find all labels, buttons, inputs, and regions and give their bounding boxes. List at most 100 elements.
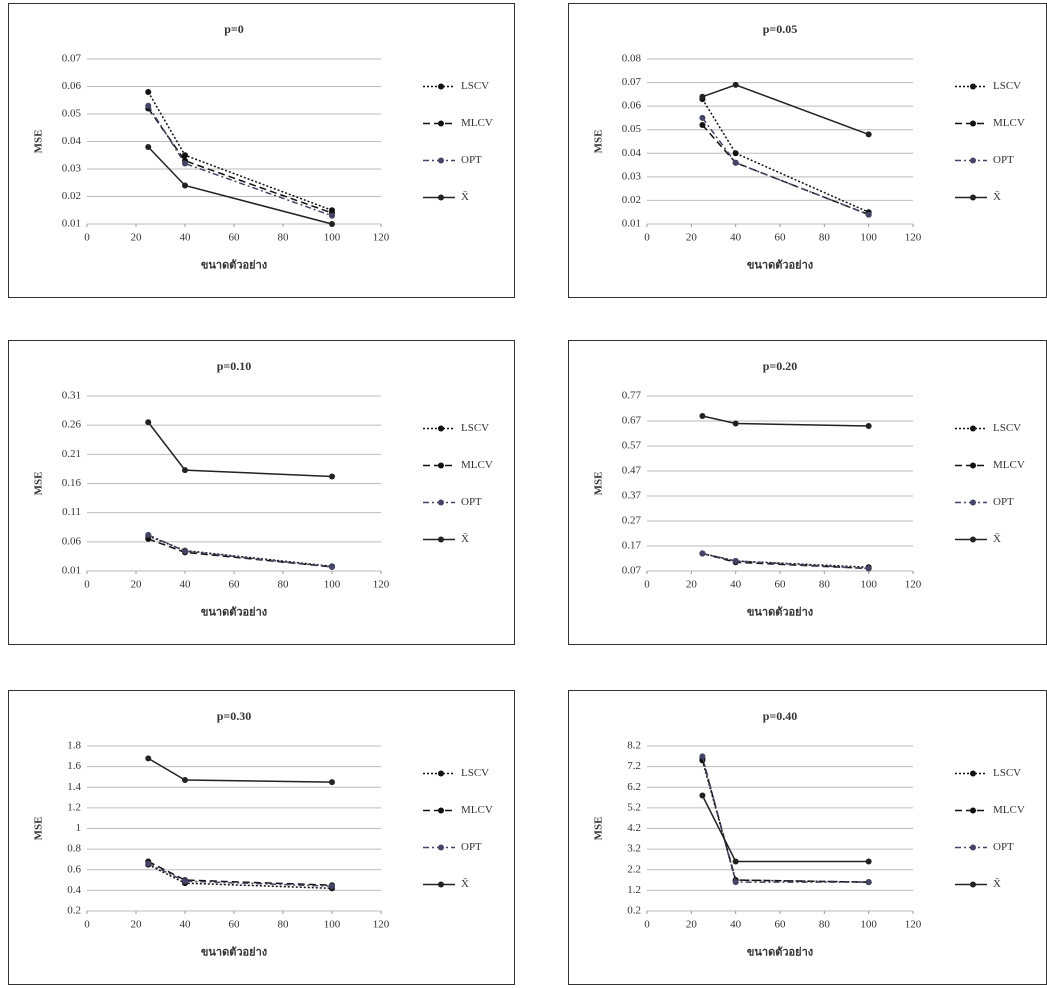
- chart-panel: p=0.30MSEขนาดตัวอย่าง0.20.40.60.811.21.4…: [8, 690, 515, 985]
- y-axis-label: MSE: [593, 472, 605, 496]
- x-tick-label: 20: [686, 579, 698, 591]
- x-tick-label: 120: [373, 232, 390, 244]
- legend-label: LSCV: [993, 767, 1021, 779]
- data-point: [699, 753, 705, 759]
- series-line: [148, 92, 332, 210]
- data-point: [699, 122, 705, 128]
- y-tick-label: 3.2: [627, 843, 641, 855]
- legend-label: MLCV: [993, 117, 1025, 129]
- legend-label: MLCV: [461, 459, 493, 471]
- series-line: [148, 864, 332, 887]
- y-tick-label: 0.06: [622, 100, 642, 112]
- data-point: [329, 779, 335, 785]
- y-tick-label: 0.26: [62, 419, 82, 431]
- legend-marker: [438, 845, 444, 851]
- series-line: [702, 85, 868, 135]
- legend-marker: [438, 158, 444, 164]
- legend-label: X̄: [993, 191, 1001, 203]
- legend-label: LSCV: [993, 80, 1021, 92]
- x-tick-label: 60: [229, 579, 241, 591]
- x-tick-label: 80: [819, 232, 831, 244]
- legend-label: LSCV: [993, 422, 1021, 434]
- series-line: [148, 535, 332, 567]
- y-tick-label: 0.31: [62, 390, 81, 402]
- y-tick-label: 0.17: [622, 540, 642, 552]
- x-tick-label: 60: [229, 919, 241, 931]
- data-point: [329, 883, 335, 889]
- chart-title: p=0.20: [763, 359, 798, 373]
- series-line: [148, 147, 332, 224]
- chart: p=0.05MSEขนาดตัวอย่าง0.010.020.030.040.0…: [569, 4, 1045, 296]
- data-point: [866, 566, 872, 572]
- legend-label: MLCV: [993, 804, 1025, 816]
- x-axis-label: ขนาดตัวอย่าง: [747, 259, 813, 272]
- y-tick-label: 1.2: [67, 801, 81, 813]
- series-line: [148, 109, 332, 214]
- data-point: [733, 558, 739, 564]
- legend-marker: [438, 771, 444, 777]
- y-tick-label: 0.02: [62, 190, 81, 202]
- series-line: [148, 862, 332, 886]
- x-tick-label: 20: [686, 919, 698, 931]
- series-line: [702, 554, 868, 569]
- chart-title: p=0.40: [763, 709, 798, 723]
- x-tick-label: 0: [644, 579, 650, 591]
- y-tick-label: 0.02: [622, 194, 641, 206]
- x-tick-label: 40: [730, 919, 742, 931]
- y-tick-label: 0.01: [62, 565, 81, 577]
- y-tick-label: 0.11: [62, 506, 81, 518]
- chart-title: p=0.05: [763, 22, 798, 36]
- y-axis-label: MSE: [33, 472, 45, 496]
- y-tick-label: 0.67: [622, 415, 642, 427]
- legend-marker: [970, 84, 976, 90]
- y-tick-label: 0.04: [62, 135, 82, 147]
- x-tick-label: 0: [84, 232, 90, 244]
- y-tick-label: 0.2: [627, 905, 641, 917]
- x-tick-label: 20: [686, 232, 698, 244]
- x-tick-label: 120: [905, 232, 922, 244]
- legend-label: OPT: [993, 154, 1014, 166]
- legend-marker: [438, 463, 444, 469]
- legend-marker: [970, 537, 976, 543]
- data-point: [866, 859, 872, 865]
- x-tick-label: 100: [324, 232, 341, 244]
- y-tick-label: 4.2: [627, 822, 641, 834]
- data-point: [145, 89, 151, 95]
- y-tick-label: 8.2: [627, 740, 641, 752]
- y-tick-label: 0.08: [622, 53, 642, 65]
- y-tick-label: 6.2: [627, 781, 641, 793]
- data-point: [733, 150, 739, 156]
- legend-marker: [438, 808, 444, 814]
- data-point: [699, 793, 705, 799]
- series-line: [702, 756, 868, 882]
- legend-label: OPT: [461, 154, 482, 166]
- data-point: [329, 564, 335, 570]
- legend-marker: [438, 426, 444, 432]
- series-line: [148, 422, 332, 476]
- x-tick-label: 60: [775, 579, 787, 591]
- data-point: [866, 212, 872, 218]
- x-axis-label: ขนาดตัวอย่าง: [747, 606, 813, 619]
- data-point: [182, 183, 188, 189]
- chart: p=0.40MSEขนาดตัวอย่าง0.21.22.23.24.25.26…: [569, 691, 1045, 983]
- legend-marker: [970, 158, 976, 164]
- data-point: [145, 861, 151, 867]
- x-tick-label: 20: [131, 579, 143, 591]
- data-point: [866, 879, 872, 885]
- x-tick-label: 0: [84, 919, 90, 931]
- y-tick-label: 0.57: [622, 440, 642, 452]
- y-tick-label: 0.6: [67, 863, 81, 875]
- y-tick-label: 2.2: [627, 863, 641, 875]
- series-line: [148, 758, 332, 782]
- x-tick-label: 40: [180, 919, 192, 931]
- legend-label: X̄: [461, 191, 469, 203]
- legend-marker: [438, 500, 444, 506]
- data-point: [329, 474, 335, 480]
- legend-marker: [438, 84, 444, 90]
- data-point: [733, 879, 739, 885]
- y-tick-label: 0.05: [622, 123, 642, 135]
- y-tick-label: 0.06: [62, 80, 82, 92]
- y-tick-label: 1.2: [627, 884, 641, 896]
